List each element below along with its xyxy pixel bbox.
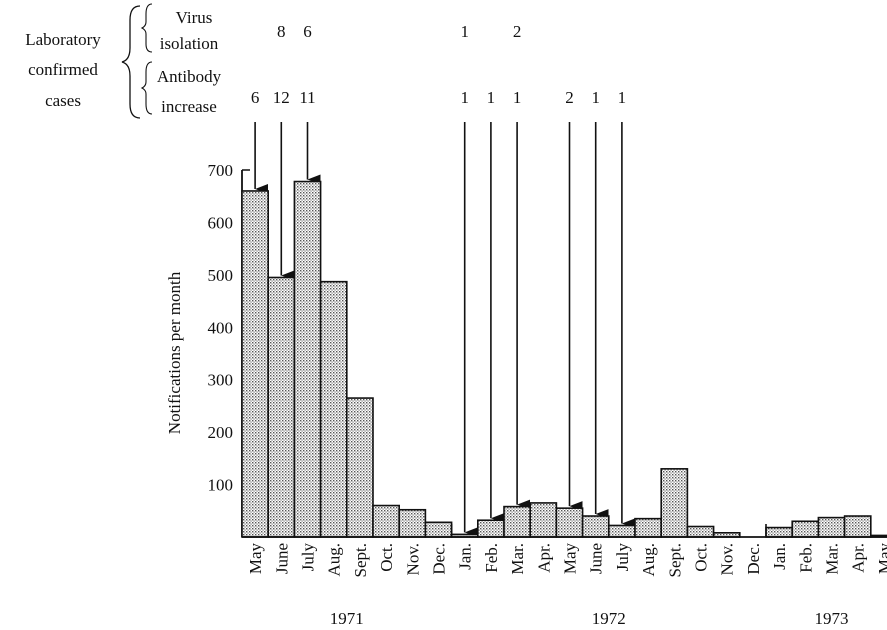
lab-arrows [254, 122, 635, 538]
y-axis-title: Notifications per month [165, 271, 184, 434]
bar-18 [686, 525, 715, 538]
x-tick-label: Mar. [823, 543, 842, 575]
antibody-increase-count: 1 [460, 88, 469, 107]
antibody-increase-count: 1 [513, 88, 522, 107]
bar-11 [503, 505, 532, 538]
virus-isolation-count: 1 [460, 22, 469, 41]
antibody-brace [140, 61, 153, 115]
x-tick-label: Oct. [377, 543, 396, 572]
antibody-increase-count: 2 [565, 88, 574, 107]
y-axis: 100 200 300 400 500 600 700 Notifications per … [165, 161, 250, 537]
x-tick-label: Feb. [482, 543, 501, 573]
bar-10 [476, 519, 505, 538]
y-tick-label: 700 [208, 161, 234, 180]
x-tick-label: Nov. [718, 543, 737, 575]
x-tick-label: Sept. [351, 543, 370, 577]
x-tick-label: July [613, 543, 632, 572]
bar-3 [293, 180, 322, 538]
virus-isolation-count: 8 [277, 22, 286, 41]
virus-isolation-count: 6 [303, 22, 312, 41]
bar-24 [843, 515, 872, 538]
x-tick-label: Sept. [665, 543, 684, 577]
antibody-label-line-1: Antibody [157, 67, 222, 86]
year-labels: 1971 1972 1973 [330, 524, 849, 628]
bar-4 [319, 280, 348, 538]
virus-label-line-2: isolation [160, 34, 219, 53]
bar-21 [765, 526, 794, 538]
year-label: 1973 [815, 609, 849, 628]
bar-8 [424, 521, 453, 538]
x-tick-label: Apr. [849, 543, 868, 573]
y-tick-label: 400 [208, 318, 234, 337]
virus-brace [140, 3, 153, 53]
lab-label-line-1: Laboratory [25, 30, 101, 49]
y-tick-label: 300 [208, 371, 234, 390]
antibody-increase-count: 1 [591, 88, 600, 107]
x-tick-label: Apr. [534, 543, 553, 573]
antibody-increase-count: 1 [618, 88, 627, 107]
bar-17 [660, 468, 689, 538]
x-tick-label: Aug. [325, 543, 344, 577]
bar-6 [372, 504, 401, 538]
x-tick-label: Aug. [639, 543, 658, 577]
bar-13 [555, 507, 584, 538]
lab-label-line-2: confirmed [28, 60, 98, 79]
x-tick-label: Mar. [508, 543, 527, 575]
x-tick-label: Dec. [430, 543, 449, 575]
bar-16 [634, 517, 663, 538]
x-tick-label: Feb. [796, 543, 815, 573]
x-tick-label: May [246, 543, 265, 575]
x-tick-label: Jan. [770, 543, 789, 570]
bar-7 [398, 508, 427, 538]
year-label: 1971 [330, 609, 364, 628]
bar-1 [241, 190, 270, 538]
antibody-increase-count: 11 [299, 88, 315, 107]
antibody-increase-count: 12 [273, 88, 290, 107]
x-tick-label: May [561, 543, 580, 575]
x-tick-label: May [875, 543, 887, 575]
x-tick-label: Jan. [456, 543, 475, 570]
bar-14 [581, 515, 610, 538]
bar-23 [817, 516, 846, 538]
x-tick-label: July [299, 543, 318, 572]
outer-brace [121, 5, 141, 119]
lab-label-line-3: cases [45, 91, 81, 110]
antibody-increase-count: 6 [251, 88, 260, 107]
y-tick-label: 100 [208, 476, 234, 495]
x-tick-label: Dec. [744, 543, 763, 575]
lab-confirmed-label: Laboratory confirmed cases [25, 30, 101, 110]
antibody-label-line-2: increase [161, 97, 217, 116]
x-tick-label: June [272, 543, 291, 574]
bar-5 [345, 397, 374, 538]
x-tick-labels: May June July Aug. Sept. Oct. Nov. Dec. Jan. Feb.… [246, 543, 887, 578]
x-tick-label: Oct. [692, 543, 711, 572]
bar-15 [607, 524, 636, 538]
y-tick-label: 200 [208, 423, 234, 442]
bar-2 [267, 276, 296, 538]
x-tick-label: Nov. [403, 543, 422, 575]
antibody-increase-count: 1 [487, 88, 496, 107]
x-tick-label: June [587, 543, 606, 574]
lab-counts: 8 6 1 26 12 11 1 1 1 2 1 1 [251, 22, 626, 107]
year-label: 1972 [592, 609, 626, 628]
bars [241, 180, 887, 538]
virus-label-line-1: Virus [176, 8, 213, 27]
y-tick-label: 500 [208, 266, 234, 285]
bar-22 [791, 520, 820, 538]
virus-isolation-count: 2 [513, 22, 522, 41]
y-tick-group: 100 200 300 400 500 600 700 [208, 161, 250, 495]
y-tick-label: 600 [208, 213, 234, 232]
bar-12 [529, 502, 558, 538]
